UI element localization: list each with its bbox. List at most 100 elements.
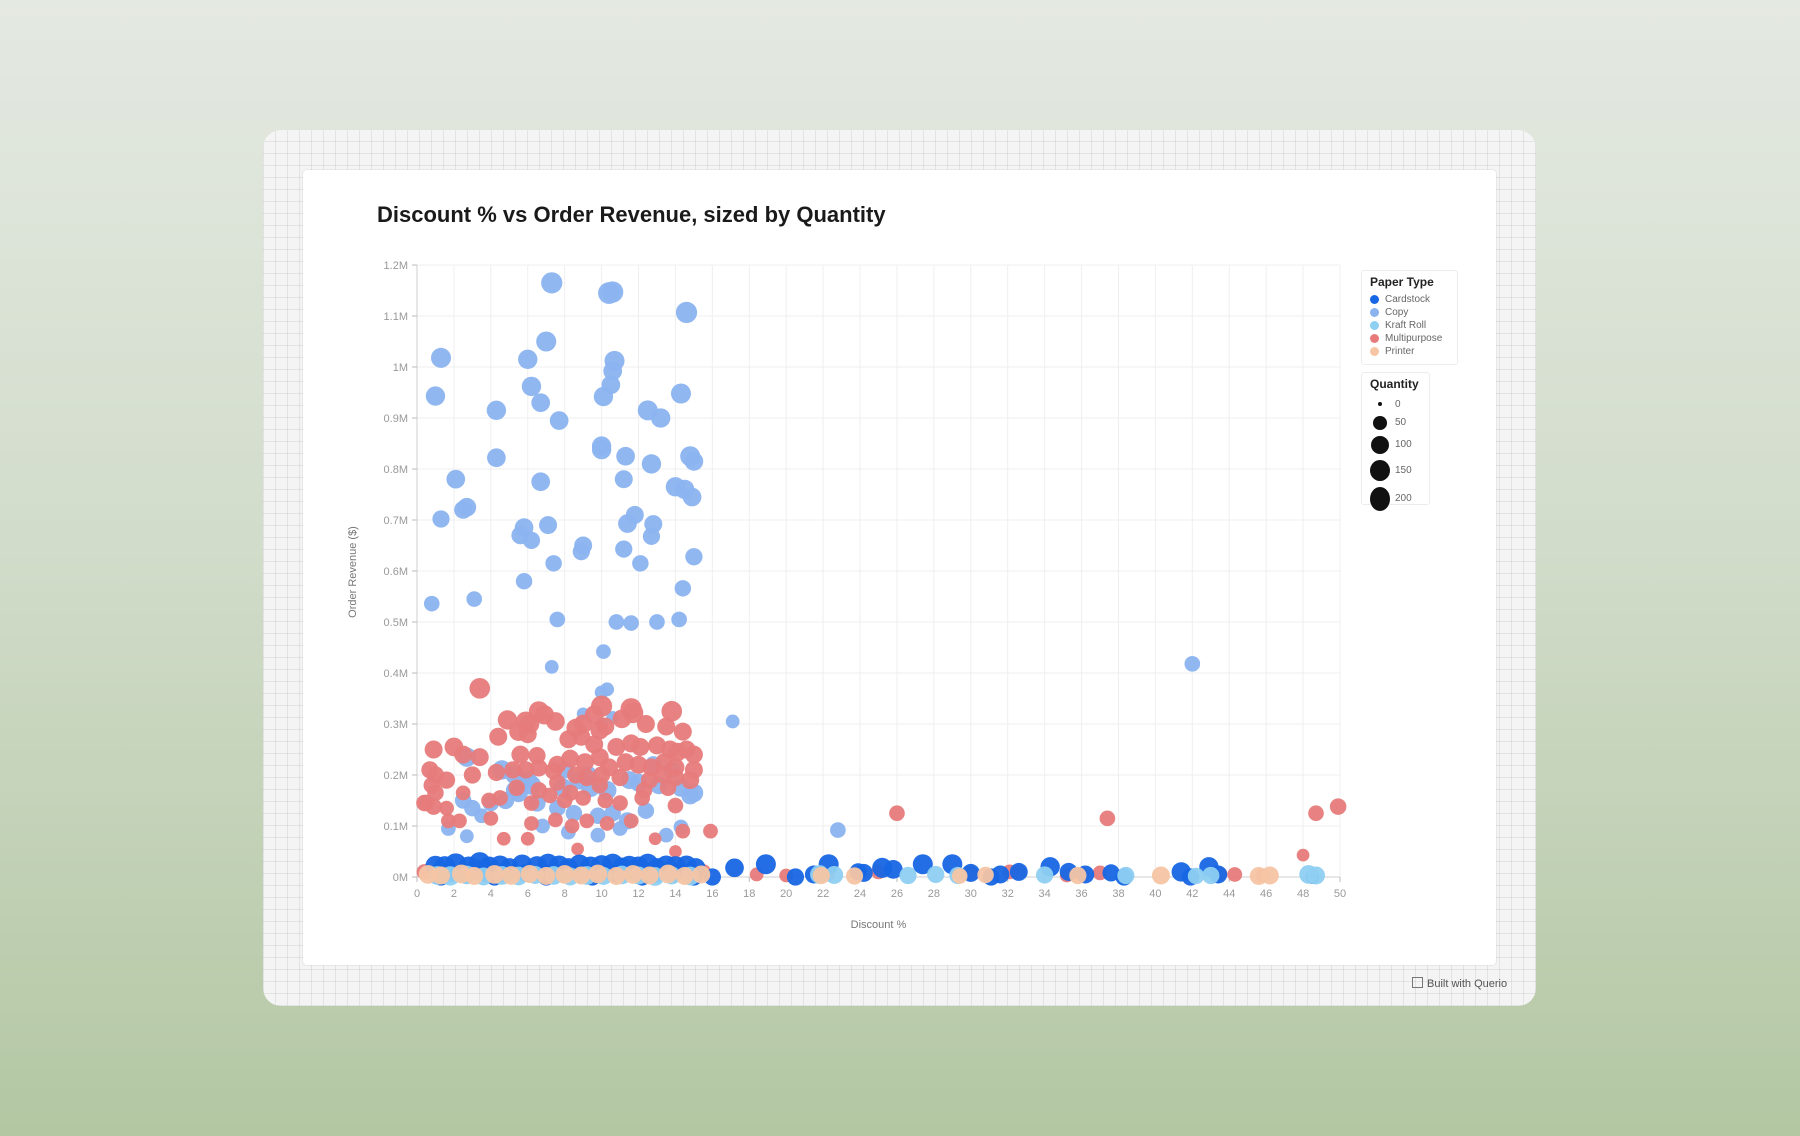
size-legend-item: 150 (1370, 457, 1429, 484)
y-tick-label: 0.1M (384, 821, 408, 833)
data-point (537, 866, 556, 885)
data-point (486, 400, 507, 421)
data-point (536, 331, 557, 352)
data-point (1202, 866, 1220, 885)
x-tick-label: 40 (1149, 888, 1161, 900)
legend-item[interactable]: Printer (1370, 345, 1457, 358)
data-point (615, 540, 633, 558)
data-point (725, 714, 740, 729)
legend-item[interactable]: Cardstock (1370, 293, 1457, 306)
data-point (418, 865, 438, 884)
size-legend-label: 150 (1395, 464, 1412, 476)
data-point (508, 779, 525, 796)
y-tick-label: 1M (393, 362, 408, 374)
data-point (634, 790, 651, 806)
data-point (812, 866, 830, 885)
data-point (616, 446, 635, 466)
data-point (454, 745, 473, 764)
y-axis-label: Order Revenue ($) (347, 526, 359, 618)
series-multipurpose (416, 677, 1347, 883)
data-point (1308, 805, 1324, 822)
data-point (588, 864, 608, 884)
data-point (675, 823, 691, 839)
data-point (496, 831, 511, 846)
data-point (889, 805, 905, 822)
querio-logo-icon (1412, 977, 1423, 988)
x-tick-label: 6 (525, 888, 531, 900)
data-point (755, 854, 776, 875)
y-tick-label: 0.6M (384, 566, 408, 578)
legend-item[interactable]: Copy (1370, 306, 1457, 319)
data-point (899, 866, 917, 885)
data-point (1069, 866, 1087, 885)
legend-label: Kraft Roll (1385, 320, 1427, 331)
data-point (594, 685, 609, 700)
data-point (544, 659, 559, 674)
data-point (596, 644, 611, 659)
data-point (659, 779, 677, 796)
data-point (454, 500, 473, 519)
data-point (424, 740, 443, 759)
data-point (1151, 866, 1170, 885)
data-point (636, 715, 655, 733)
x-tick-label: 12 (632, 888, 644, 900)
data-point (642, 527, 661, 545)
data-point (515, 572, 533, 590)
data-point (675, 301, 698, 324)
data-point (446, 469, 466, 489)
size-legend-item: 0 (1370, 395, 1429, 413)
data-point (439, 800, 454, 816)
data-point (520, 864, 539, 883)
x-tick-label: 26 (891, 888, 903, 900)
data-point (912, 854, 933, 875)
x-tick-label: 50 (1334, 888, 1346, 900)
x-tick-label: 18 (743, 888, 755, 900)
data-point (489, 727, 508, 746)
data-point (684, 745, 703, 764)
x-tick-label: 28 (928, 888, 940, 900)
data-point (623, 813, 639, 829)
x-tick-label: 14 (669, 888, 681, 900)
data-point (599, 816, 615, 831)
data-point (548, 812, 563, 828)
legend-label: Cardstock (1385, 294, 1431, 305)
data-point (658, 827, 674, 843)
size-legend-dot (1378, 402, 1382, 406)
legend-label: Printer (1385, 346, 1415, 357)
legend-item[interactable]: Kraft Roll (1370, 319, 1457, 332)
data-point (607, 737, 626, 756)
size-legend-dot (1370, 459, 1390, 482)
data-point (549, 774, 566, 791)
legend-item[interactable]: Multipurpose (1370, 332, 1457, 345)
data-point (441, 813, 456, 829)
data-point (530, 759, 548, 777)
data-point (649, 614, 665, 630)
data-point (612, 709, 632, 729)
data-point (618, 514, 637, 533)
x-tick-label: 10 (595, 888, 607, 900)
data-point (637, 802, 655, 819)
y-tick-label: 1.2M (384, 260, 408, 272)
size-legend-label: 100 (1395, 439, 1412, 451)
data-point (671, 611, 687, 628)
legend-swatch (1370, 321, 1379, 330)
data-point (590, 827, 606, 843)
y-tick-label: 0.5M (384, 617, 408, 629)
data-point (602, 281, 624, 303)
size-legend-item: 50 (1370, 413, 1429, 433)
legend-swatch (1370, 347, 1379, 356)
data-point (611, 768, 629, 787)
x-tick-label: 38 (1112, 888, 1124, 900)
data-point (565, 805, 583, 822)
data-point (483, 810, 499, 826)
data-point (591, 776, 608, 794)
data-point (653, 766, 672, 784)
data-point (612, 795, 628, 811)
x-tick-label: 0 (414, 888, 420, 900)
footer-badge[interactable]: Built with Querio (1412, 977, 1507, 990)
data-point (572, 542, 590, 561)
data-point (631, 737, 650, 756)
x-tick-label: 4 (488, 888, 494, 900)
color-legend: Paper Type Cardstock Copy Kraft Roll Multip… (1361, 270, 1458, 365)
data-point (535, 818, 550, 834)
